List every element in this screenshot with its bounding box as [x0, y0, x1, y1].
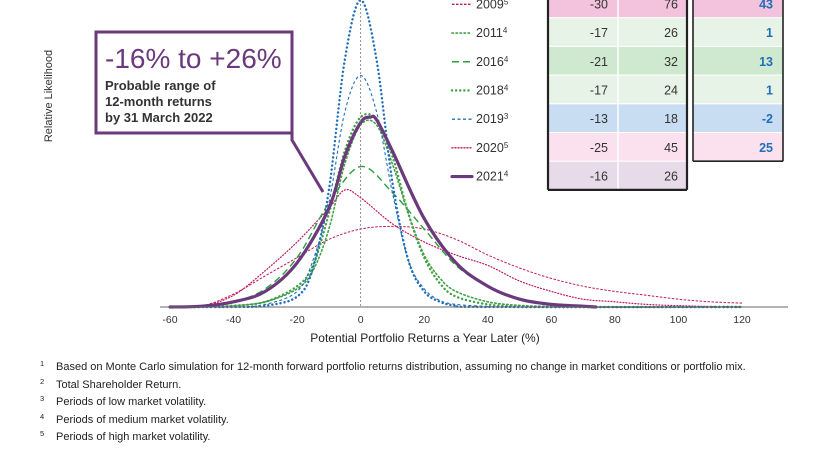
- legend-year-label: 20214: [476, 169, 509, 184]
- series-line-2021: [168, 114, 598, 309]
- footnotes: 1 Based on Monte Carlo simulation for 12…: [40, 359, 800, 449]
- curves-layer: [168, 0, 744, 309]
- series-line-2019: [169, 75, 743, 308]
- annotation-box: [94, 30, 294, 135]
- range-high-value: 26: [664, 26, 678, 40]
- range-high-value: 32: [664, 55, 678, 69]
- range-high-value: 26: [664, 170, 678, 184]
- x-tick-label: 20: [418, 314, 430, 326]
- footnote-number: 4: [40, 411, 45, 421]
- tsr-value: 1: [766, 83, 773, 97]
- range-low-value: -13: [590, 112, 608, 126]
- x-tick-label: -60: [162, 314, 177, 326]
- x-tick-label: 120: [733, 314, 751, 326]
- range-low-value: -16: [590, 170, 608, 184]
- footnote-number: 1: [40, 359, 45, 368]
- series-line-2018: [168, 112, 744, 309]
- tsr-cell: [693, 46, 783, 75]
- tsr-cell: [693, 0, 783, 18]
- legend-year-label: 20205: [476, 140, 509, 155]
- footnote-number: 5: [40, 429, 45, 438]
- legend-year-footnote: 5: [504, 0, 509, 6]
- tsr-value: 13: [759, 55, 773, 69]
- tsr-value: -2: [762, 112, 773, 126]
- legend-year-footnote: 4: [504, 169, 509, 178]
- footnote-text: Periods of high market volatility.: [56, 431, 211, 443]
- footnote-text: Total Shareholder Return.: [56, 378, 182, 391]
- footnote-3: 3 Periods of low market volatility.: [40, 394, 800, 409]
- x-axis: -60 -40 -20 0 20 40 60 80 100 120: [160, 306, 788, 326]
- legend-year-footnote: 5: [504, 140, 509, 149]
- x-tick-label: 0: [358, 314, 364, 326]
- x-tick-label: 40: [482, 314, 494, 326]
- range-low-value: -17: [590, 83, 608, 97]
- tsr-cell: [693, 161, 783, 190]
- x-axis-label: Potential Portfolio Returns a Year Later…: [310, 331, 539, 345]
- footnote-text: Periods of low market volatility.: [56, 396, 207, 408]
- legend-year-label: 20095: [476, 0, 509, 11]
- annotation-line-2: 12-month returns: [105, 94, 212, 109]
- legend-year-footnote: 4: [504, 54, 509, 63]
- tsr-value: 43: [759, 0, 773, 11]
- range-annotation: -16% to +26% Probable range of 12-month …: [94, 30, 325, 193]
- footnote-text: Based on Monte Carlo simulation for 12-m…: [56, 361, 746, 373]
- range-low-value: -25: [590, 141, 608, 155]
- x-tick-label: 100: [670, 314, 688, 326]
- footnote-number: 3: [40, 394, 45, 403]
- tsr-cell: [693, 18, 783, 46]
- y-axis-label: Relative Likelihood: [43, 50, 55, 142]
- distribution-chart: -60 -40 -20 0 20 40 60 80 100 120 20095 -30 76 43201…: [43, 0, 788, 345]
- tsr-value: 1: [766, 26, 773, 40]
- footnote-4: 4 Periods of medium market volatility.: [40, 411, 800, 427]
- footnote-5: 5 Periods of high market volatility.: [40, 429, 800, 444]
- annotation-headline: -16% to +26%: [105, 43, 282, 74]
- tsr-cell: [693, 104, 783, 132]
- tsr-cell: [693, 133, 783, 161]
- range-low-value: -30: [590, 0, 608, 11]
- legend-year-footnote: 4: [504, 83, 509, 92]
- footnote-text: Periods of medium market volatility.: [56, 413, 229, 426]
- legend-year-label: 20193: [476, 112, 509, 127]
- range-low-value: -17: [590, 26, 608, 40]
- footnote-number: 2: [40, 376, 45, 386]
- range-high-value: 76: [664, 0, 678, 11]
- range-high-value: 45: [664, 141, 678, 155]
- annotation-pointer: [290, 122, 325, 193]
- legend-year-label: 20114: [476, 26, 508, 41]
- range-high-value: 18: [664, 112, 678, 126]
- footnote-2: 2 Total Shareholder Return.: [40, 376, 800, 392]
- series-line-2020: [169, 189, 743, 308]
- annotation-line-3: by 31 March 2022: [105, 110, 213, 125]
- x-tick-label: 80: [609, 314, 621, 326]
- range-high-value: 24: [664, 83, 678, 97]
- legend-year-label: 20184: [476, 83, 509, 98]
- x-tick-label: -40: [226, 314, 241, 326]
- legend-year-label: 20164: [476, 54, 509, 69]
- annotation-line-1: Probable range of: [105, 78, 216, 93]
- x-tick-label: -20: [290, 314, 305, 326]
- legend-year-footnote: 3: [504, 112, 509, 121]
- tsr-cell: [693, 75, 783, 104]
- series-line-2009: [169, 225, 743, 308]
- range-low-value: -21: [590, 55, 608, 69]
- tsr-value: 25: [759, 141, 773, 155]
- legend-year-footnote: 4: [503, 26, 508, 35]
- footnote-1: 1 Based on Monte Carlo simulation for 12…: [40, 359, 800, 374]
- series-line-2019: [168, 0, 744, 309]
- x-tick-label: 60: [545, 314, 557, 326]
